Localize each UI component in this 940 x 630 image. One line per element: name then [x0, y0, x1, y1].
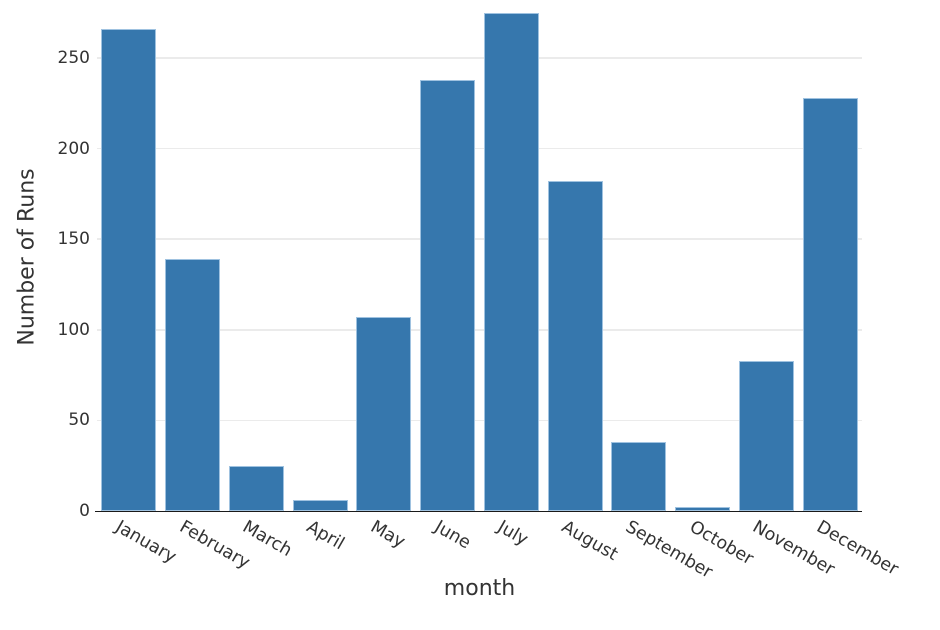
bar	[420, 79, 476, 511]
bar	[356, 317, 412, 511]
bar	[802, 97, 858, 511]
x-tick-label: April	[303, 517, 348, 555]
y-tick-label: 0	[79, 501, 90, 521]
bar	[611, 442, 667, 511]
y-tick-label: 200	[57, 138, 90, 159]
y-tick-label: 250	[57, 47, 90, 68]
bar	[292, 500, 348, 511]
gridline	[97, 238, 862, 240]
gridline	[97, 57, 862, 59]
x-tick-label: February	[175, 517, 253, 574]
gridline	[97, 419, 862, 422]
y-tick-label: 50	[68, 410, 90, 431]
x-tick-label: June	[430, 517, 474, 554]
x-tick-label: August	[558, 517, 622, 565]
x-tick-label: July	[494, 517, 532, 551]
bar	[738, 360, 794, 511]
bar	[165, 259, 221, 511]
gridline	[97, 147, 862, 150]
x-axis-line	[95, 510, 862, 512]
x-tick-label: May	[366, 517, 409, 553]
bar	[547, 181, 603, 511]
y-tick-label: 100	[57, 319, 90, 340]
y-tick-label: 150	[57, 229, 90, 250]
bar	[483, 12, 539, 511]
bar	[228, 465, 284, 511]
x-tick-label: January	[111, 517, 180, 568]
gridline	[97, 329, 862, 331]
x-axis-label: month	[443, 576, 516, 601]
bar	[101, 28, 157, 511]
